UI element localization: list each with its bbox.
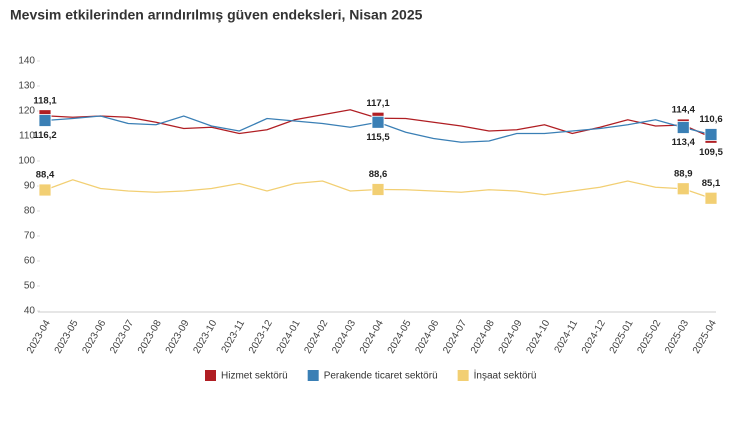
legend-label: Hizmet sektörü xyxy=(221,371,288,382)
marker xyxy=(676,182,690,196)
x-tick-label: 2024-11 xyxy=(553,318,581,355)
x-tick-label: 2023-11 xyxy=(220,318,248,355)
value-label: 110,6 xyxy=(699,114,722,125)
marker xyxy=(704,128,718,141)
x-tick-label: 2024-08 xyxy=(469,318,497,356)
y-tick-label: 120 xyxy=(18,106,35,117)
x-tick-label: 2023-12 xyxy=(247,318,275,356)
x-tick-label: 2024-06 xyxy=(414,318,442,356)
value-label: 109,5 xyxy=(699,147,723,158)
x-tick-label: 2023-10 xyxy=(192,318,220,356)
value-label: 116,2 xyxy=(33,130,56,141)
x-tick-label: 2024-12 xyxy=(580,318,608,356)
legend-swatch xyxy=(457,370,469,381)
x-tick-label: 2023-05 xyxy=(53,318,81,356)
marker xyxy=(38,183,52,197)
y-tick-label: 70 xyxy=(24,231,36,242)
y-tick-label: 80 xyxy=(24,206,36,217)
chart-title: Mevsim etkilerinden arındırılmış güven e… xyxy=(10,7,423,23)
y-tick-label: 110 xyxy=(19,131,35,142)
legend: Hizmet sektörü Perakende ticaret sektörü İ… xyxy=(205,369,536,382)
x-tick-label: 2023-06 xyxy=(81,318,109,356)
x-tick-label: 2025-02 xyxy=(636,318,664,356)
y-tick-label: 130 xyxy=(18,81,35,92)
value-label: 114,4 xyxy=(672,105,696,116)
x-tick-label: 2023-08 xyxy=(136,318,164,356)
y-tick-label: 50 xyxy=(24,281,36,292)
marker xyxy=(676,121,690,134)
marker xyxy=(704,191,718,205)
x-tick-label: 2024-04 xyxy=(358,318,386,356)
value-label: 88,9 xyxy=(674,168,693,179)
x-tick-label: 2024-02 xyxy=(303,318,331,356)
marker xyxy=(38,114,52,127)
x-tick-label: 2024-05 xyxy=(386,318,414,356)
y-tick-label: 60 xyxy=(24,256,36,267)
marker xyxy=(371,183,385,196)
x-tick-label: 2024-01 xyxy=(275,318,303,356)
x-tick-label: 2024-07 xyxy=(441,318,469,356)
legend-swatch xyxy=(307,370,319,381)
y-tick-label: 90 xyxy=(24,181,36,192)
value-label: 118,1 xyxy=(33,95,57,106)
x-tick-label: 2024-10 xyxy=(525,318,553,356)
value-label: 115,5 xyxy=(366,132,390,143)
x-tick-label: 2025-01 xyxy=(608,318,636,356)
value-label: 117,1 xyxy=(366,98,390,109)
x-tick-label: 2024-03 xyxy=(330,318,358,356)
y-tick-label: 140 xyxy=(18,56,35,67)
marker xyxy=(371,115,385,129)
value-label: 113,4 xyxy=(672,137,696,148)
x-tick-label: 2025-03 xyxy=(663,318,691,356)
value-label: 88,4 xyxy=(36,170,55,181)
x-tick-label: 2023-07 xyxy=(108,318,136,356)
x-tick-label: 2025-04 xyxy=(691,318,719,356)
x-tick-label: 2024-09 xyxy=(497,318,525,356)
x-tick-label: 2023-09 xyxy=(164,318,192,356)
x-tick-label: 2023-04 xyxy=(25,318,53,356)
legend-swatch xyxy=(205,370,216,381)
value-label: 85,1 xyxy=(702,178,721,189)
legend-label: İnşaat sektörü xyxy=(474,369,537,382)
legend-label: Perakende ticaret sektörü xyxy=(324,371,438,382)
value-label: 88,6 xyxy=(369,169,388,180)
y-tick-label: 100 xyxy=(18,156,35,167)
y-tick-label: 40 xyxy=(24,306,36,317)
